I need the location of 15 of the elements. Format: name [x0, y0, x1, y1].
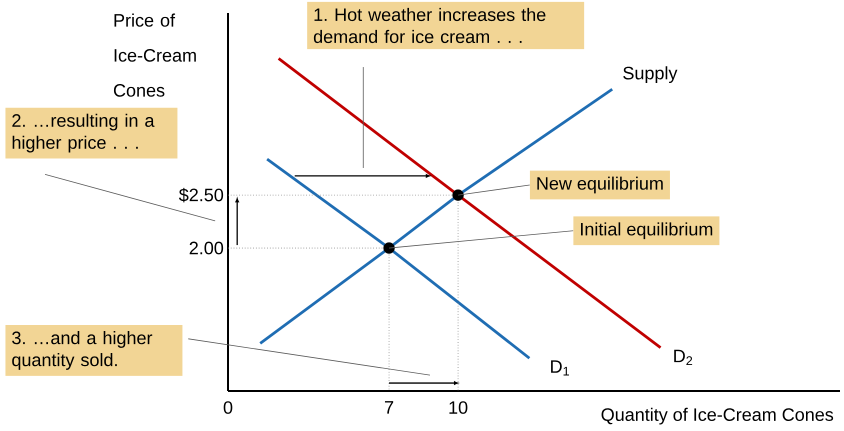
x-axis-title: Quantity of Ice-Cream Cones — [602, 408, 834, 425]
annotation: New equilibrium — [537, 176, 663, 194]
text: 2. …resulting in a higher price . . . — [12, 114, 154, 153]
series-label: D$_{2}$ — [674, 350, 692, 366]
annotation: 1. Hot weather increases the demand for ice cream . . . — [314, 8, 546, 44]
x-tick-label: 10 — [449, 401, 468, 414]
annotation: Initial equilibrium — [581, 222, 712, 240]
y-tick-label: $2.50 — [178, 188, 224, 203]
y-tick-label: 2.00 — [190, 242, 224, 255]
x-tick-label: 0 — [224, 401, 232, 414]
text: Price of Ice-Cream Cones — [114, 14, 196, 97]
text: 3. …and a higher quantity sold. — [12, 331, 152, 370]
series-label: D$_{1}$ — [551, 360, 569, 376]
x-tick-label: 7 — [384, 401, 394, 414]
series-label: Supply — [623, 66, 678, 84]
